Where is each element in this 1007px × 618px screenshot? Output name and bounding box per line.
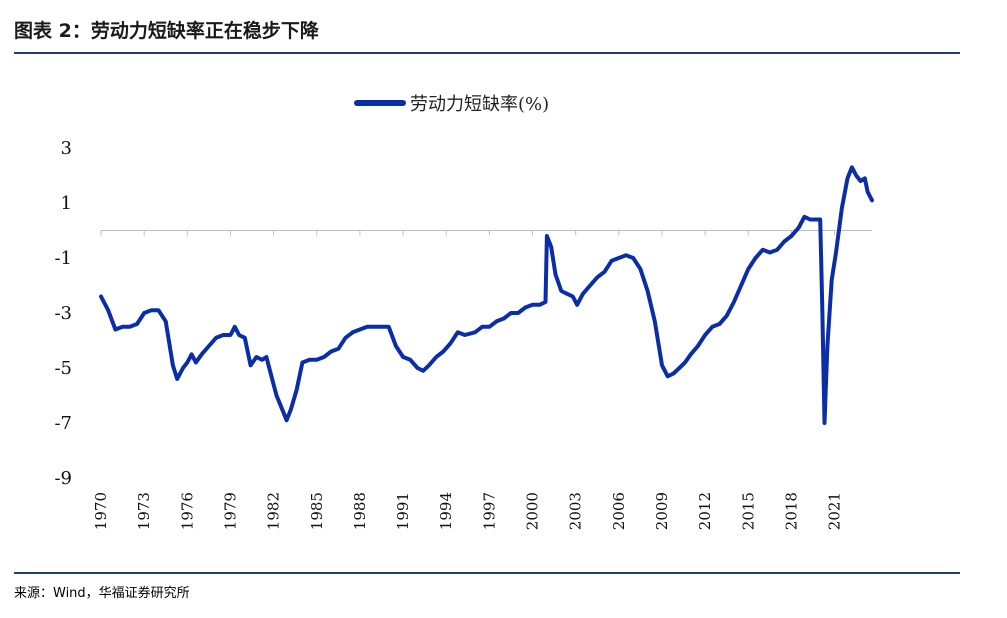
x-tick-label: 2018: [782, 492, 800, 530]
bottom-rule: [14, 572, 960, 574]
chart-title: 图表 2：劳动力短缺率正在稳步下降: [14, 20, 319, 42]
x-tick-label: 1973: [135, 492, 153, 530]
x-tick-label: 2012: [696, 492, 714, 530]
x-tick-label: 1985: [308, 492, 326, 530]
x-axis-ticks: 1970 1973 1976 1979 1982 1985 1988 1991 1994 1997…: [92, 230, 844, 530]
x-tick-label: 1997: [480, 492, 498, 530]
y-tick-label: 1: [61, 193, 72, 214]
y-tick-label: -9: [54, 468, 72, 489]
y-tick-label: 3: [61, 138, 72, 159]
y-tick-label: -3: [54, 303, 72, 324]
x-tick-label: 1991: [394, 492, 412, 530]
x-tick-label: 2000: [524, 492, 542, 530]
x-tick-label: 2021: [826, 492, 844, 530]
x-tick-label: 2015: [739, 492, 757, 530]
x-tick-label: 1979: [221, 492, 239, 530]
y-tick-label: -7: [54, 413, 72, 434]
y-tick-label: -5: [54, 358, 72, 379]
x-tick-label: 2006: [610, 492, 628, 530]
y-axis-ticks: 3 1 -1 -3 -5 -7 -9: [54, 138, 72, 489]
legend: 劳动力短缺率(%): [354, 94, 549, 115]
x-tick-label: 1982: [265, 492, 283, 530]
top-rule: [14, 52, 960, 54]
x-tick-label: 1994: [437, 492, 455, 530]
x-tick-label: 2009: [653, 492, 671, 530]
series-line: [99, 165, 874, 425]
source-note: 来源：Wind，华福证券研究所: [14, 586, 190, 601]
x-tick-label: 1988: [351, 492, 369, 530]
y-tick-label: -1: [54, 248, 72, 269]
x-tick-label: 1970: [92, 492, 110, 530]
x-tick-label: 1976: [178, 492, 196, 530]
x-tick-label: 2003: [567, 492, 585, 530]
legend-label: 劳动力短缺率(%): [410, 94, 549, 115]
